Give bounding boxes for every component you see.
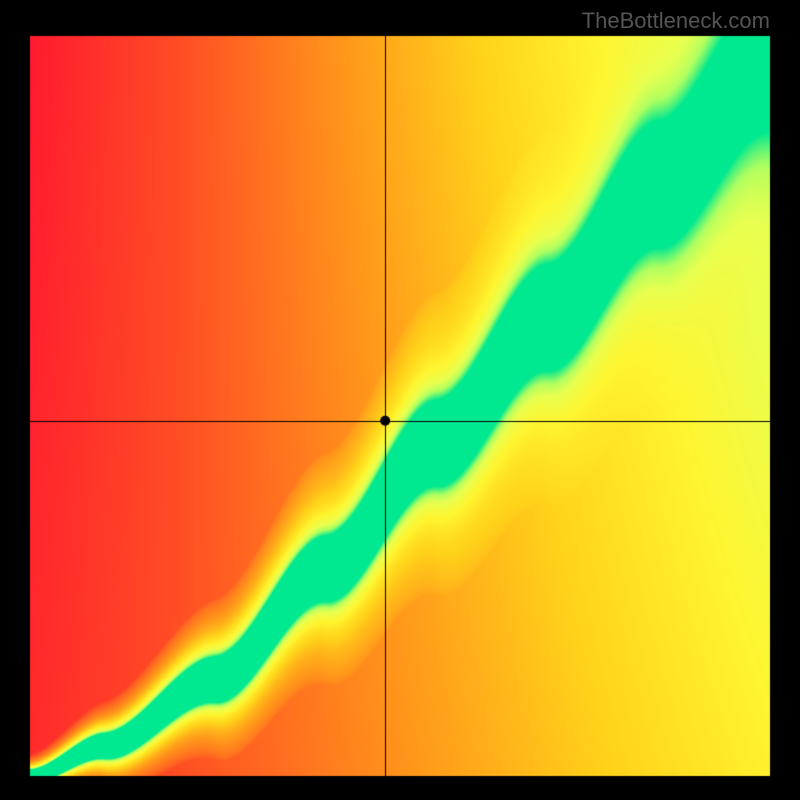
chart-container: TheBottleneck.com <box>0 0 800 800</box>
bottleneck-heatmap <box>0 0 800 800</box>
watermark-text: TheBottleneck.com <box>582 8 770 34</box>
